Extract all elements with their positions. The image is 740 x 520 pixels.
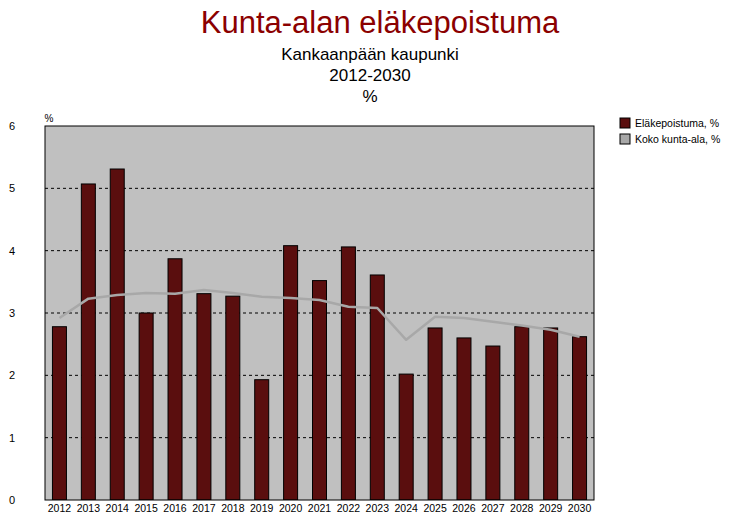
x-tick-label: 2017 [192,502,216,514]
y-tick-label: 4 [9,245,15,257]
bar [52,327,66,500]
plot-background [45,126,594,500]
grid-line [45,188,594,189]
bar [197,294,211,500]
x-tick-label: 2030 [568,502,592,514]
line [59,290,579,340]
y-tick-label: 1 [9,432,15,444]
legend-label: Koko kunta-ala, % [635,133,720,145]
x-tick-label: 2013 [77,502,101,514]
subtitle: Kankaanpään kaupunki [281,45,459,64]
y-tick-label: 2 [9,369,15,381]
title: Kunta-alan eläkepoistuma [201,5,560,40]
bar [428,328,442,500]
bar [226,296,240,500]
x-tick-label: 2026 [452,502,476,514]
y-tick-label: 0 [9,494,15,506]
bar [81,184,95,500]
legend-swatch [620,118,630,128]
x-tick-label: 2025 [423,502,447,514]
y-axis-label: % [45,113,54,124]
bar [573,337,587,500]
x-tick-label: 2014 [106,502,130,514]
chart-container: Kunta-alan eläkepoistuma Kankaanpään kaup… [0,0,740,520]
legend-label: Eläkepoistuma, % [635,117,719,129]
bar [515,327,529,500]
grid-line [45,250,594,251]
bar [168,259,182,500]
bar [399,374,413,500]
x-tick-label: 2012 [48,502,72,514]
legend-swatch [620,134,630,144]
x-tick-label: 2022 [337,502,361,514]
bar [457,338,471,500]
x-tick-label: 2028 [510,502,534,514]
subtitle: % [362,87,377,106]
x-tick-label: 2027 [481,502,505,514]
subtitle: 2012-2030 [329,66,410,85]
bar [313,281,327,500]
bar [544,328,558,500]
x-tick-label: 2016 [163,502,187,514]
x-tick-label: 2020 [279,502,303,514]
x-tick-label: 2021 [308,502,332,514]
x-tick-label: 2019 [250,502,274,514]
x-tick-label: 2029 [539,502,563,514]
x-tick-label: 2023 [366,502,390,514]
bar [139,313,153,500]
x-tick-label: 2018 [221,502,245,514]
y-tick-label: 5 [9,182,15,194]
bar [341,247,355,500]
x-tick-label: 2024 [395,502,419,514]
marks [52,169,586,500]
bar [486,346,500,500]
bar [110,169,124,500]
chart-svg: Kunta-alan eläkepoistuma Kankaanpään kaup… [0,0,740,520]
bar [255,380,269,500]
y-tick-label: 6 [9,120,15,132]
y-tick-label: 3 [9,307,15,319]
bar [284,246,298,500]
x-tick-label: 2015 [134,502,158,514]
plot-frame [45,126,594,500]
